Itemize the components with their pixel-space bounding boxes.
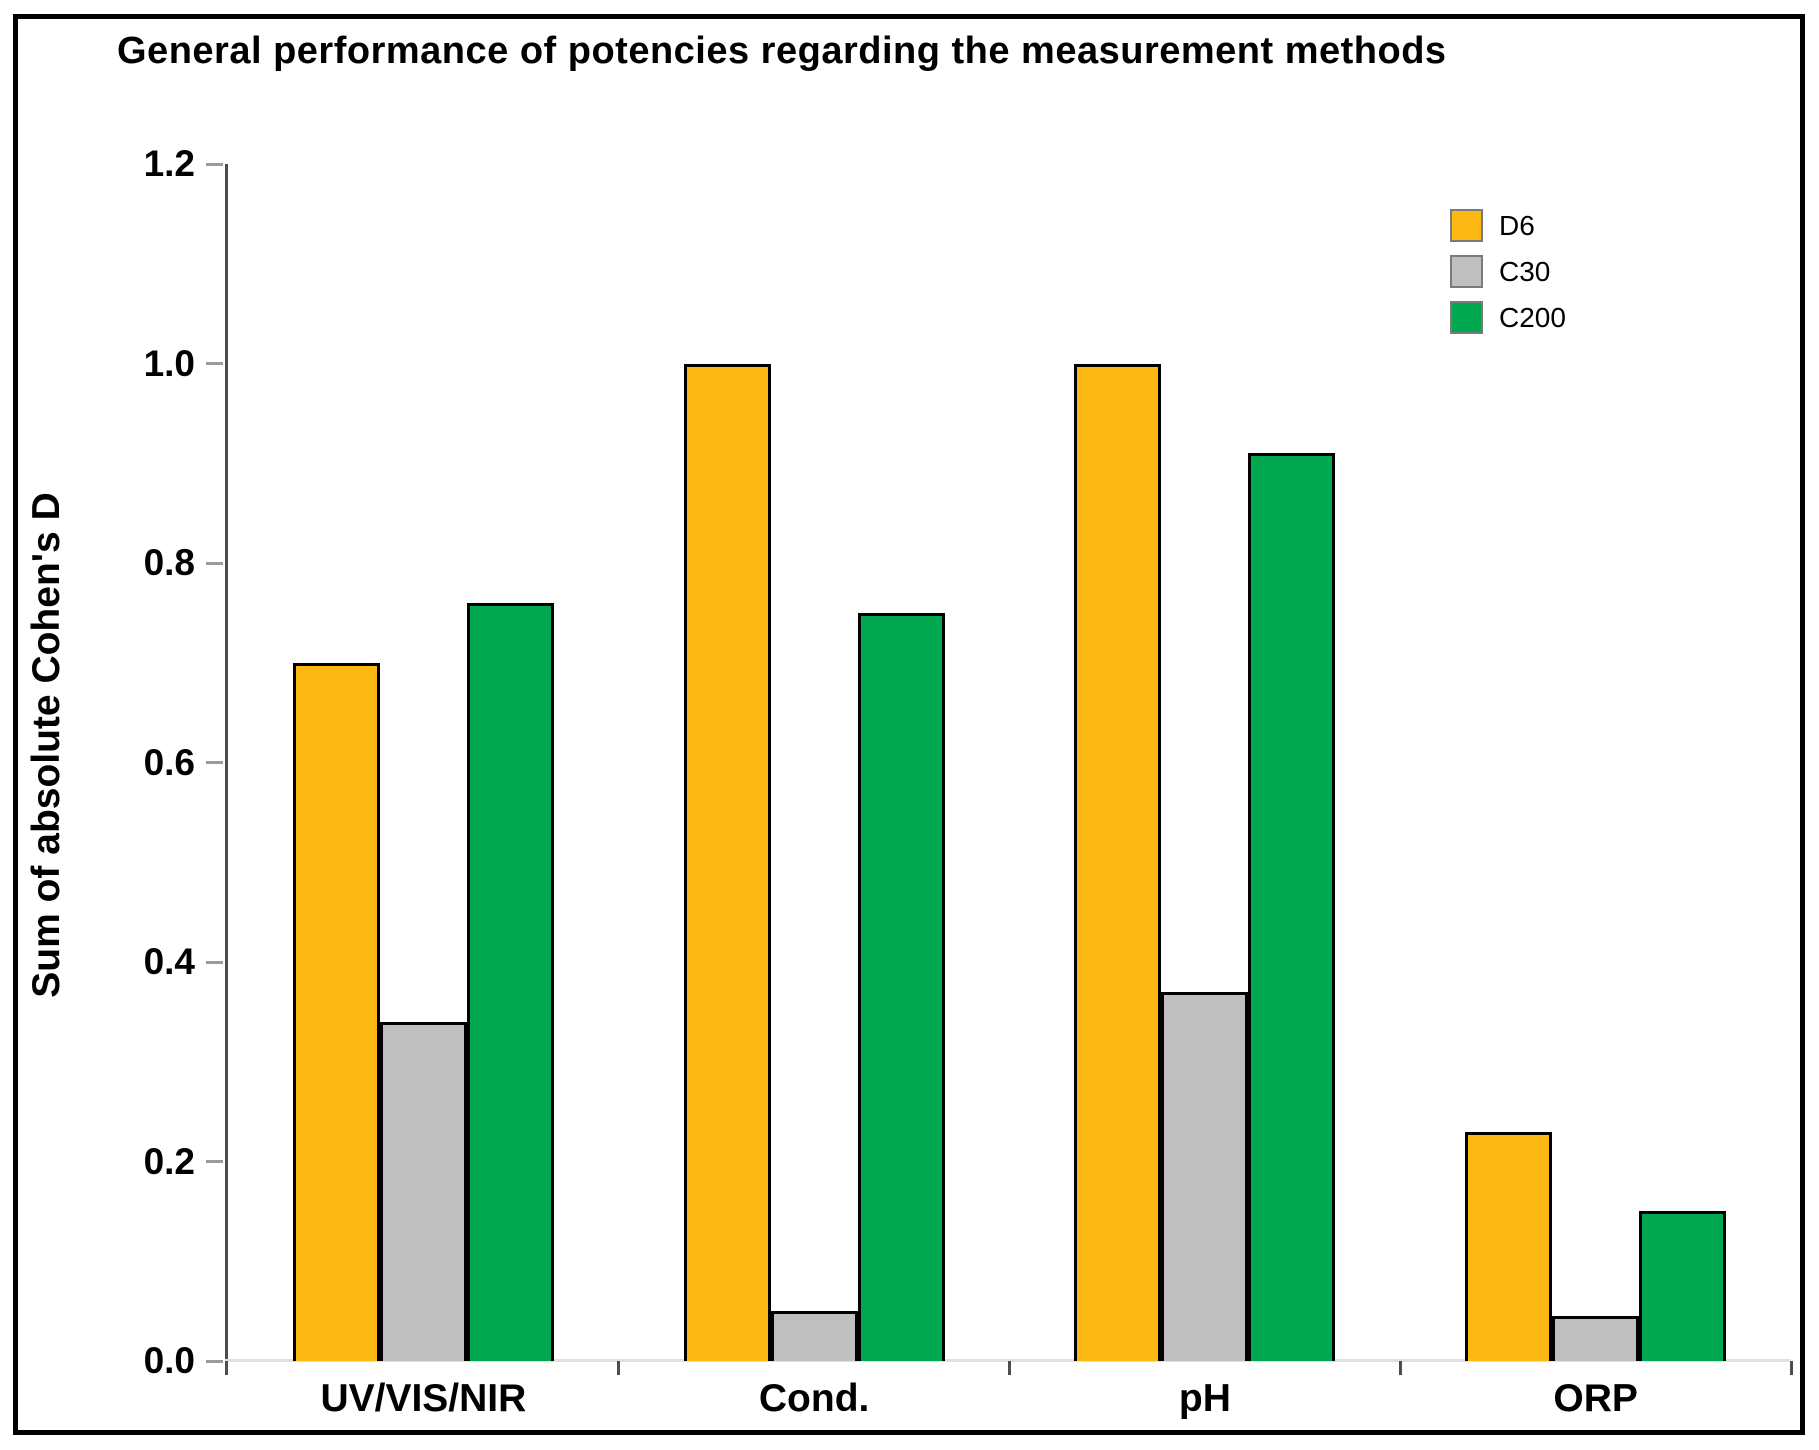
y-tick-label: 0.4 [143,941,195,982]
bar-c30-ph [1161,991,1249,1361]
y-axis-title: Sum of absolute Cohen's D [25,492,68,998]
x-category-boundary-tick [225,1361,228,1375]
bar-d6-cond [683,363,771,1361]
y-tick-label: 0.0 [143,1340,195,1381]
legend-item-d6: D6 [1450,209,1566,242]
x-category-boundary-tick [617,1361,621,1375]
y-axis-line [225,164,228,1375]
legend-label: C200 [1499,301,1566,333]
legend-label: C30 [1499,255,1551,287]
legend-swatch-d6 [1450,209,1483,242]
y-tick [206,761,223,764]
x-category-label: pH [1178,1377,1231,1420]
y-tick [206,1160,223,1163]
x-category-boundary-tick [1789,1361,1793,1375]
y-tick-label: 0.8 [143,542,195,583]
y-tick-label: 1.2 [143,143,195,184]
legend-swatch-c200 [1450,301,1483,334]
bar-c30-orp [1552,1316,1640,1361]
legend-swatch-c30 [1450,255,1483,288]
y-tick [206,561,223,565]
x-category-label: ORP [1553,1377,1638,1420]
bar-c30-uv-vis-nir [379,1021,467,1361]
legend: D6 C30 C200 [1450,209,1566,347]
bar-c30-cond [770,1311,858,1361]
y-tick [206,960,223,964]
y-tick [206,162,223,166]
bar-d6-ph [1074,363,1162,1361]
bar-c200-cond [857,612,945,1361]
legend-item-c30: C30 [1450,255,1566,288]
x-axis-line [225,1359,1791,1362]
legend-label: D6 [1499,209,1535,241]
y-tick-label: 0.2 [143,1140,195,1182]
y-tick [206,362,223,365]
legend-item-c200: C200 [1450,301,1566,334]
bar-d6-uv-vis-nir [292,662,380,1361]
x-category-label: UV/VIS/NIR [320,1377,527,1420]
x-category-boundary-tick [1008,1361,1011,1375]
bar-d6-orp [1465,1131,1553,1361]
bar-c200-orp [1639,1211,1727,1361]
y-tick-label: 0.6 [143,741,195,783]
y-tick-label: 1.0 [143,342,195,384]
x-category-boundary-tick [1398,1361,1402,1375]
plot-area: 1.2 1.0 0.8 0.6 0.4 0.2 0.0 UV/VIS/NIR Cond. pH OR… [144,143,1793,1420]
bar-c200-ph [1248,453,1336,1361]
y-tick [206,1359,223,1363]
bar-c200-uv-vis-nir [466,602,554,1361]
chart-title: General performance of potencies regardi… [117,30,1447,72]
x-category-label: Cond. [758,1377,870,1420]
